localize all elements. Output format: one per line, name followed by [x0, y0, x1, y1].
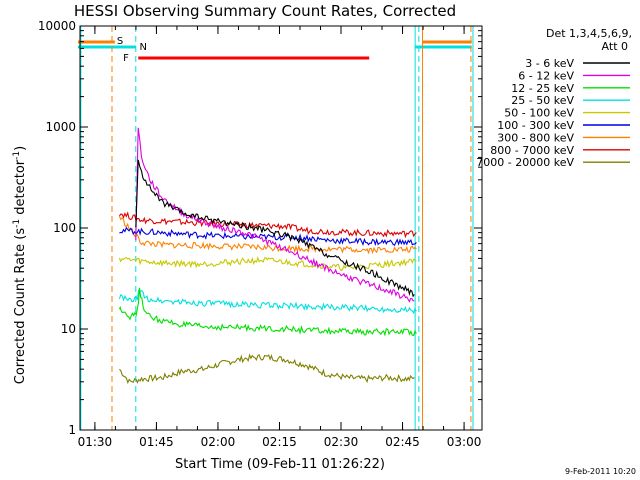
saa-flag-label: S [117, 36, 123, 47]
x-tick-label-4: 02:30 [324, 435, 359, 449]
legend-header-2: Att 0 [602, 40, 628, 53]
x-tick-label-1: 01:45 [139, 435, 174, 449]
legend-label-4: 50 - 100 keV [504, 107, 574, 120]
y-tick-label-3: 1000 [45, 120, 76, 134]
x-tick-label-6: 03:00 [447, 435, 482, 449]
series-line-4 [118, 256, 417, 272]
legend-label-7: 800 - 7000 keV [490, 144, 574, 157]
series-line-3 [118, 289, 417, 315]
series-line-0 [135, 159, 415, 298]
series-line-1 [135, 127, 415, 303]
series-line-6 [118, 216, 417, 255]
y-tick-label-1: 10 [61, 322, 76, 336]
y-tick-label-4: 10000 [38, 19, 76, 33]
legend-label-2: 12 - 25 keV [511, 82, 574, 95]
y-label-sup1: -1 [12, 219, 22, 228]
x-axis-label: Start Time (09-Feb-11 01:26:22) [175, 457, 385, 472]
legend-label-3: 25 - 50 keV [511, 94, 574, 107]
x-tick-label-2: 02:00 [201, 435, 236, 449]
y-label-sup2: -1 [12, 151, 22, 160]
series-line-7 [118, 211, 417, 239]
chart-title: HESSI Observing Summary Count Rates, Cor… [74, 2, 456, 20]
y-tick-label-2: 100 [53, 221, 76, 235]
y-label-mid: detector [13, 159, 28, 219]
y-label-suffix: ) [13, 146, 28, 151]
legend-header-1: Det 1,3,4,5,6,9, [546, 27, 632, 40]
series-line-5 [119, 226, 417, 247]
flare-flag-label: F [123, 53, 129, 64]
plot-frame [79, 25, 483, 431]
legend-label-0: 3 - 6 keV [525, 57, 574, 70]
night-flag-label: N [139, 42, 146, 53]
y-tick-label-0: 1 [68, 423, 76, 437]
y-label-prefix: Corrected Count Rate (s [13, 228, 28, 385]
legend-label-6: 300 - 800 keV [497, 131, 574, 144]
series-line-2 [118, 287, 417, 337]
plot-area: S NF 01:30 01:45 02:00 02:15 02:30 02:45 03:00 1 1… [38, 19, 483, 449]
x-tick-label-5: 02:45 [385, 435, 420, 449]
x-tick-label-0: 01:30 [78, 435, 113, 449]
legend-label-5: 100 - 300 keV [497, 119, 574, 132]
x-tick-label-3: 02:15 [262, 435, 297, 449]
date-stamp: 9-Feb-2011 10:20 [565, 467, 636, 476]
legend-label-8: 7000 - 20000 keV [476, 156, 574, 169]
y-axis-label: Corrected Count Rate (s-1 detector-1) [12, 146, 28, 384]
legend-label-1: 6 - 12 keV [518, 69, 574, 82]
series-line-8 [119, 353, 415, 385]
